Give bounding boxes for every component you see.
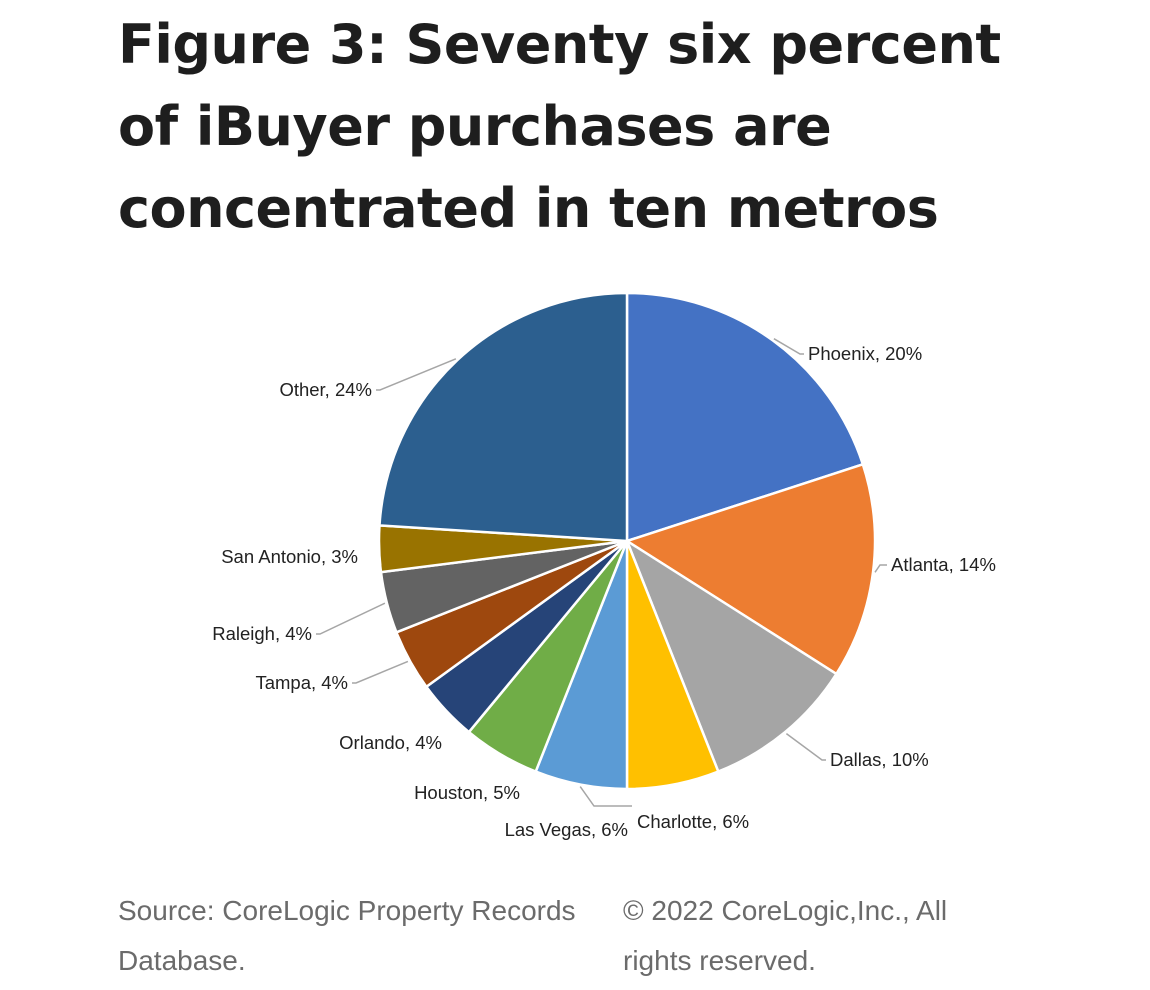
leader-line-atlanta xyxy=(874,564,887,573)
pie-slice-phoenix xyxy=(625,291,865,543)
slice-label-other: Other, 24% xyxy=(279,379,372,400)
leader-line-las-vegas xyxy=(579,786,632,807)
leader-line-tampa xyxy=(352,660,409,684)
pie-slice-other xyxy=(378,291,629,543)
slice-label-phoenix: Phoenix, 20% xyxy=(808,343,922,364)
pie-slices xyxy=(377,291,877,791)
figure-title: Figure 3: Seventy six percent of iBuyer … xyxy=(118,13,1001,240)
leader-line-raleigh xyxy=(316,602,386,635)
leader-line-other xyxy=(376,358,457,391)
copyright-note: © 2022 CoreLogic,Inc., All rights reserv… xyxy=(623,895,948,976)
slice-label-dallas: Dallas, 10% xyxy=(830,749,929,770)
source-note: Source: CoreLogic Property Records Datab… xyxy=(118,895,576,976)
pie-slice-atlanta xyxy=(625,463,877,676)
slice-label-tampa: Tampa, 4% xyxy=(255,672,348,693)
slice-labels: Phoenix, 20% Atlanta, 14% Dallas, 10% Charl… xyxy=(212,343,996,840)
slice-label-las-vegas: Las Vegas, 6% xyxy=(505,819,628,840)
slice-label-houston: Houston, 5% xyxy=(414,782,520,803)
slice-label-atlanta: Atlanta, 14% xyxy=(891,554,996,575)
slice-label-raleigh: Raleigh, 4% xyxy=(212,623,312,644)
slice-label-san-antonio: San Antonio, 3% xyxy=(221,546,358,567)
slice-label-charlotte: Charlotte, 6% xyxy=(637,811,749,832)
leader-line-dallas xyxy=(785,732,826,761)
leader-lines xyxy=(316,338,887,807)
slice-label-orlando: Orlando, 4% xyxy=(339,732,442,753)
leader-line-phoenix xyxy=(773,338,804,355)
pie-slice-dallas xyxy=(625,539,838,773)
